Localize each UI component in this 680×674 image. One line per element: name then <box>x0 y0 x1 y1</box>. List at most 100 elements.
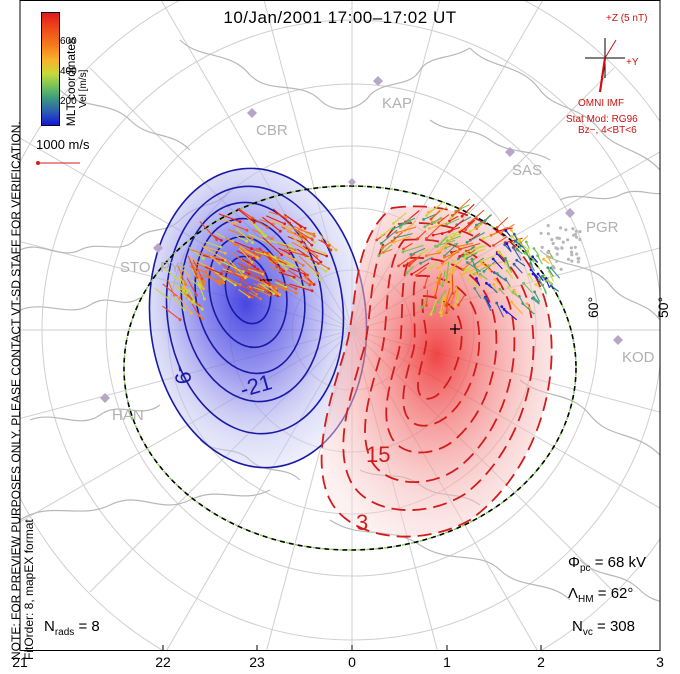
velocity-vector-origin <box>202 256 205 260</box>
velocity-vector <box>454 286 458 306</box>
velocity-vector <box>481 254 497 262</box>
velocity-vector <box>534 291 541 302</box>
velocity-vector-origin <box>289 227 293 231</box>
velocity-vector-origin <box>310 289 314 293</box>
velocity-vector-origin <box>325 254 329 258</box>
velocity-vector <box>423 276 429 288</box>
velocity-vector-origin <box>499 231 503 235</box>
velocity-vector-origin <box>436 266 439 270</box>
velocity-vector <box>187 255 198 278</box>
velocity-vector-origin <box>266 226 270 229</box>
velocity-vector-origin <box>401 250 405 254</box>
velocity-vector <box>468 209 485 224</box>
velocity-vector-origin <box>475 277 478 280</box>
velocity-vector-origin <box>526 249 530 253</box>
imf-condition: Bz−, 4<BT<6 <box>578 125 637 136</box>
velocity-vector <box>236 262 251 270</box>
station-label-han: HAN <box>112 407 144 424</box>
velocity-vector <box>474 288 482 299</box>
mlt-tick-22: 22 <box>155 654 171 670</box>
velocity-vector-origin <box>453 232 456 236</box>
velocity-vector-origin <box>448 219 451 223</box>
velocity-vector-origin <box>451 214 454 217</box>
velocity-vector <box>269 266 284 273</box>
velocity-vector <box>403 242 413 250</box>
station-label-sto: STO <box>120 259 151 276</box>
velocity-vector-origin <box>250 296 254 299</box>
velocity-vector-origin <box>425 214 428 217</box>
mlt-tick-3: 3 <box>656 654 664 670</box>
imf-scale: +Z (5 nT) <box>606 13 648 24</box>
grid-dot <box>570 250 574 254</box>
velocity-vector <box>319 234 337 251</box>
velocity-vector-origin <box>308 283 312 287</box>
velocity-vector-origin <box>444 280 448 283</box>
velocity-vector-origin <box>460 214 464 218</box>
velocity-vector-origin <box>324 270 328 273</box>
velocity-vector-origin <box>478 272 482 276</box>
velocity-vector-origin <box>483 296 487 300</box>
velocity-vector-origin <box>402 264 406 268</box>
velocity-vector <box>411 262 430 275</box>
velocity-vector <box>446 218 460 226</box>
velocity-vector <box>426 201 444 216</box>
velocity-vector <box>172 296 185 311</box>
dusk-cell <box>148 167 368 469</box>
velocity-vector <box>382 239 396 248</box>
velocity-vector <box>302 275 312 285</box>
velocity-vector-origin <box>437 221 440 225</box>
stat-lambda-hm: ΛHM = 62° <box>568 585 634 605</box>
grid-dot <box>555 236 559 240</box>
velocity-vector-origin <box>312 283 316 286</box>
velocity-vector-origin <box>532 296 535 299</box>
velocity-vector-origin <box>504 256 507 260</box>
velocity-vector-origin <box>506 285 510 289</box>
velocity-vector <box>404 220 417 232</box>
velocity-vector-origin <box>280 253 284 257</box>
velocity-vector-origin <box>515 258 519 262</box>
velocity-vector <box>204 241 221 248</box>
velocity-vector-origin <box>375 238 379 242</box>
velocity-vector-origin <box>182 308 186 312</box>
grid-dot <box>555 252 559 256</box>
velocity-vector <box>425 289 429 306</box>
velocity-vector <box>253 283 277 295</box>
velocity-vector-origin <box>256 256 260 260</box>
velocity-vector-origin <box>323 252 327 255</box>
velocity-vector <box>246 260 259 270</box>
velocity-vector-origin <box>498 287 502 291</box>
velocity-vector-origin <box>457 257 460 261</box>
velocity-vector-origin <box>221 258 225 262</box>
velocity-vector <box>247 268 263 275</box>
preview-note: NOTE: FOR PREVIEW PURPOSES ONLY. PLEASE … <box>9 20 36 660</box>
velocity-vector <box>480 261 492 272</box>
velocity-vector-origin <box>278 293 282 296</box>
velocity-vector-origin <box>512 288 516 292</box>
velocity-vector-origin <box>542 257 545 261</box>
velocity-vector-origin <box>223 258 227 262</box>
velocity-vector <box>378 243 393 257</box>
velocity-vector-origin <box>512 262 516 266</box>
velocity-vector <box>231 252 250 266</box>
grid-dot <box>574 229 578 233</box>
velocity-vector <box>449 215 459 222</box>
velocity-vector-origin <box>395 231 398 235</box>
velocity-vector-origin <box>252 257 256 260</box>
grid-dot <box>555 259 559 263</box>
velocity-vector-origin <box>457 303 460 307</box>
stat-n-vc: Nvc = 308 <box>572 618 635 638</box>
velocity-vector-origin <box>463 251 467 255</box>
velocity-vector <box>438 243 449 254</box>
velocity-vector <box>308 261 327 272</box>
velocity-vector-origin <box>517 295 521 298</box>
velocity-vector <box>464 251 475 259</box>
velocity-vector <box>298 255 319 274</box>
velocity-vector-origin <box>200 277 204 281</box>
velocity-vector <box>434 270 442 290</box>
velocity-vector <box>547 267 554 277</box>
velocity-vector-origin <box>509 228 513 232</box>
velocity-vector <box>537 273 544 282</box>
velocity-vector <box>421 299 428 308</box>
grid-dot <box>552 266 556 270</box>
velocity-vector-origin <box>536 254 540 258</box>
